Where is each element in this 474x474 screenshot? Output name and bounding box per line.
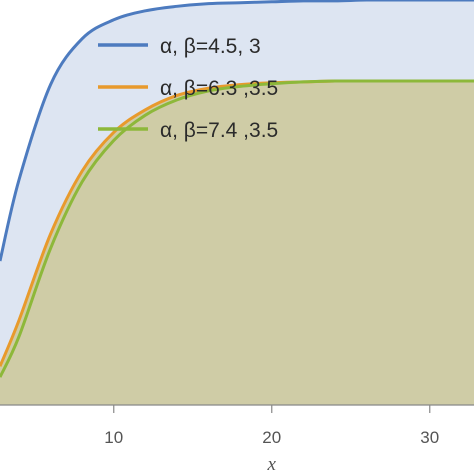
x-axis-title: x xyxy=(267,454,277,474)
legend-label-3: α, β=7.4 ,3.5 xyxy=(160,119,278,142)
legend: α, β=4.5, 3 α, β=6.3 ,3.5 α, β=7.4 ,3.5 xyxy=(98,35,278,142)
series-line-3 xyxy=(0,79,474,378)
x-tick-label: 20 xyxy=(262,428,281,447)
series-line-1 xyxy=(0,0,474,262)
x-axis-ticks: 10 20 30 xyxy=(104,405,439,447)
legend-label-2: α, β=6.3 ,3.5 xyxy=(160,77,278,100)
area-fill-series-3 xyxy=(0,80,474,405)
series-lines xyxy=(0,0,474,378)
area-fills xyxy=(0,0,474,405)
x-tick-label: 30 xyxy=(420,428,439,447)
legend-label-1: α, β=4.5, 3 xyxy=(160,35,261,58)
x-tick-label: 10 xyxy=(104,428,123,447)
